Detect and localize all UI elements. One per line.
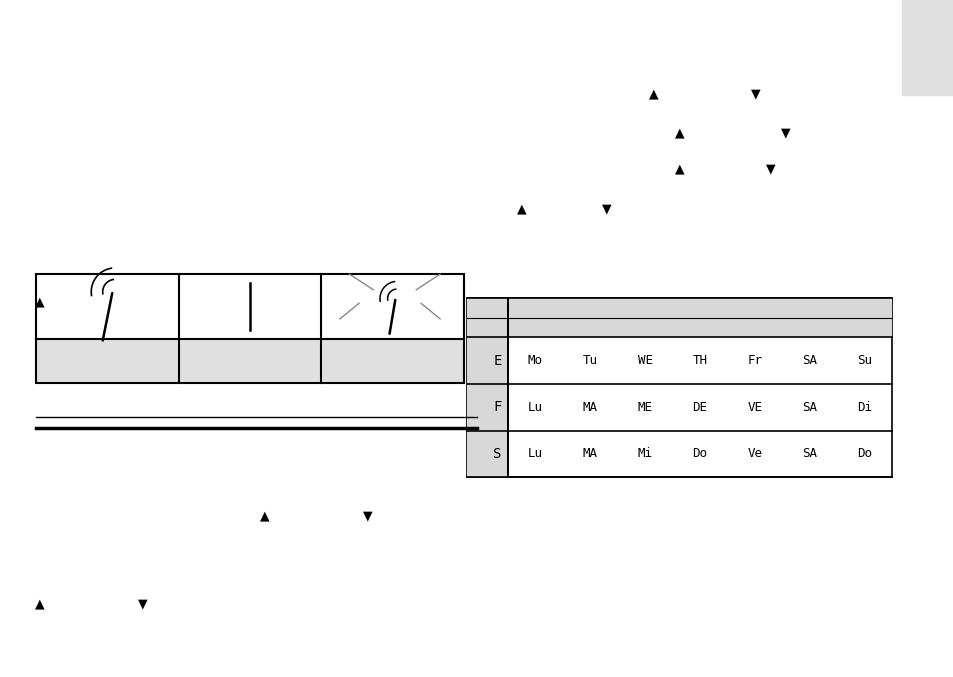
Text: ▲: ▲ bbox=[260, 509, 270, 523]
Text: Fr: Fr bbox=[746, 354, 761, 367]
Text: ▲: ▲ bbox=[648, 87, 658, 100]
Text: ▲: ▲ bbox=[35, 295, 45, 309]
Text: ▲: ▲ bbox=[517, 202, 526, 215]
Bar bbox=[467, 298, 507, 337]
Text: ▼: ▼ bbox=[601, 202, 611, 215]
Text: ▼: ▼ bbox=[138, 597, 148, 611]
Text: WE: WE bbox=[637, 354, 652, 367]
Text: SA: SA bbox=[801, 401, 817, 414]
Text: ▲: ▲ bbox=[675, 126, 684, 139]
Text: MA: MA bbox=[582, 401, 597, 414]
Bar bbox=[467, 298, 891, 337]
Text: ▼: ▼ bbox=[781, 126, 790, 139]
Text: Ve: Ve bbox=[746, 447, 761, 460]
Text: Lu: Lu bbox=[527, 401, 542, 414]
Text: S: S bbox=[493, 447, 501, 461]
Text: DE: DE bbox=[692, 401, 706, 414]
Text: Lu: Lu bbox=[527, 447, 542, 460]
Bar bbox=[467, 337, 507, 384]
Text: Su: Su bbox=[856, 354, 871, 367]
Bar bbox=[467, 298, 891, 477]
Text: SA: SA bbox=[801, 447, 817, 460]
Text: Di: Di bbox=[856, 401, 871, 414]
Bar bbox=[36, 339, 463, 383]
Bar bbox=[36, 274, 463, 383]
Bar bbox=[901, 0, 953, 95]
Text: ▼: ▼ bbox=[765, 162, 775, 176]
Text: ▼: ▼ bbox=[750, 87, 760, 100]
Text: Mi: Mi bbox=[637, 447, 652, 460]
Text: MA: MA bbox=[582, 447, 597, 460]
Text: Tu: Tu bbox=[582, 354, 597, 367]
Bar bbox=[467, 384, 507, 431]
Bar bbox=[467, 431, 507, 477]
Text: E: E bbox=[493, 353, 501, 368]
Text: VE: VE bbox=[746, 401, 761, 414]
Text: Do: Do bbox=[856, 447, 871, 460]
Text: ME: ME bbox=[637, 401, 652, 414]
Text: Do: Do bbox=[692, 447, 706, 460]
Text: ▲: ▲ bbox=[675, 162, 684, 176]
Text: F: F bbox=[493, 400, 501, 414]
Text: ▲: ▲ bbox=[35, 597, 45, 611]
Text: Mo: Mo bbox=[527, 354, 542, 367]
Text: TH: TH bbox=[692, 354, 706, 367]
Text: SA: SA bbox=[801, 354, 817, 367]
Text: ▼: ▼ bbox=[362, 509, 372, 523]
